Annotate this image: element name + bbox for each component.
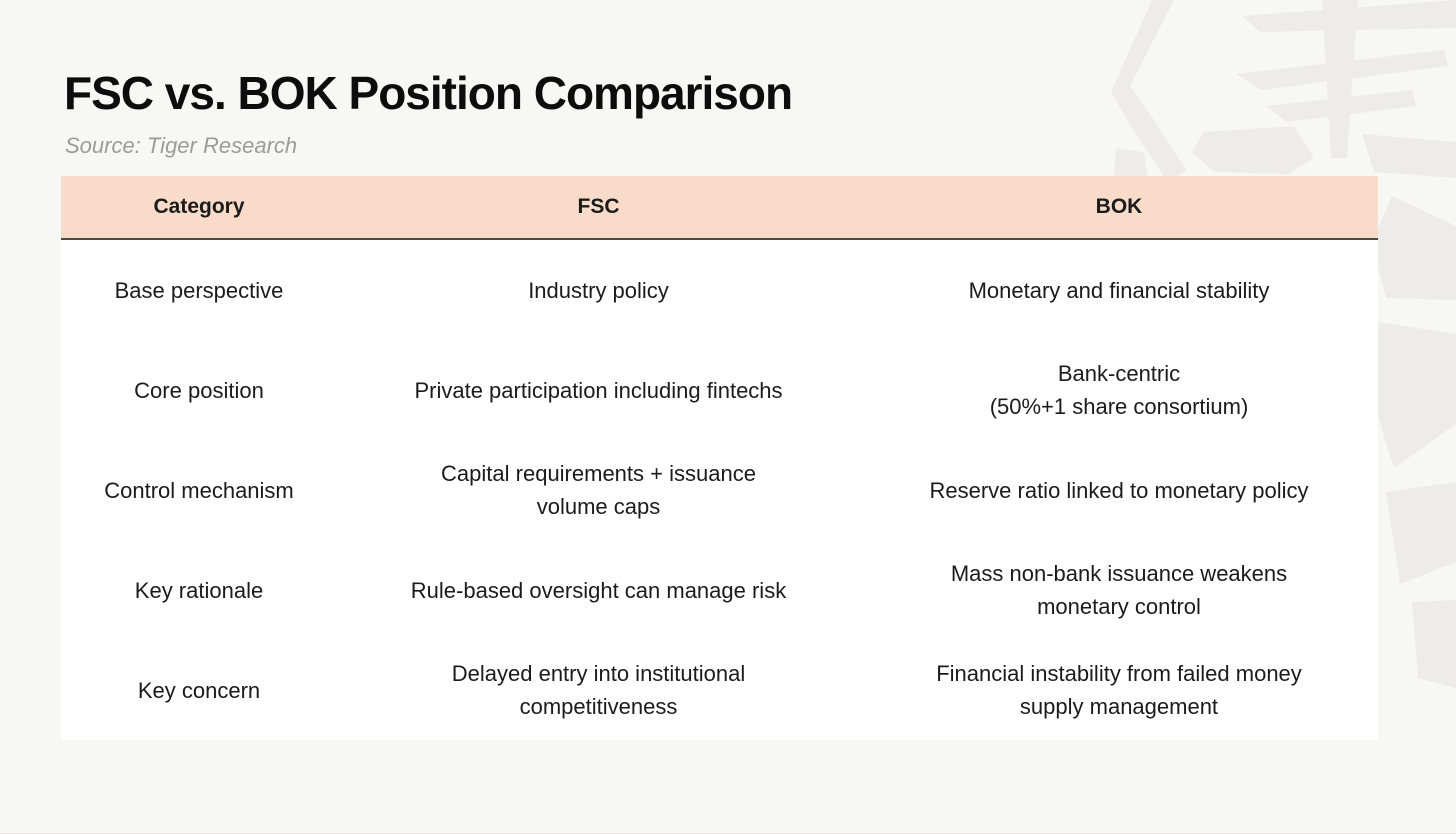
tiger-logo-watermark-icon [1111,0,1456,688]
cell-bok: Reserve ratio linked to monetary policy [929,477,1309,503]
table-row: Core position Private participation incl… [61,340,1378,440]
column-header-fsc: FSC [577,195,620,218]
page-title: FSC vs. BOK Position Comparison [64,67,793,119]
table-row: Key rationale Rule-based oversight can m… [61,540,1378,640]
comparison-table: Category FSC BOK Base perspective Indust… [61,176,1378,740]
table-body: Base perspective Industry policy Monetar… [61,240,1378,740]
cell-fsc: Capital requirements + issuance volume c… [441,461,756,519]
source-caption: Source: Tiger Research [65,133,298,158]
cell-category: Control mechanism [104,477,294,503]
cell-bok: Mass non-bank issuance weakens monetary … [950,561,1288,619]
cell-fsc: Rule-based oversight can manage risk [410,577,787,603]
cell-bok: Financial instability from failed money … [936,661,1302,719]
cell-bok: Bank-centric (50%+1 share consortium) [989,361,1249,419]
table-header-row: Category FSC BOK [61,176,1378,240]
table-row: Key concern Delayed entry into instituti… [61,640,1378,740]
column-header-category: Category [153,195,245,218]
cell-bok: Monetary and financial stability [968,277,1270,303]
table-row: Control mechanism Capital requirements +… [61,440,1378,540]
cell-category: Base perspective [114,277,284,303]
cell-category: Key concern [137,677,261,703]
cell-fsc: Private participation including fintechs [414,377,783,403]
column-header-bok: BOK [1095,195,1143,218]
cell-fsc: Delayed entry into institutional competi… [451,661,746,719]
cell-category: Key rationale [134,577,264,603]
cell-category: Core position [134,377,264,403]
table-row: Base perspective Industry policy Monetar… [61,240,1378,340]
cell-fsc: Industry policy [528,277,669,303]
